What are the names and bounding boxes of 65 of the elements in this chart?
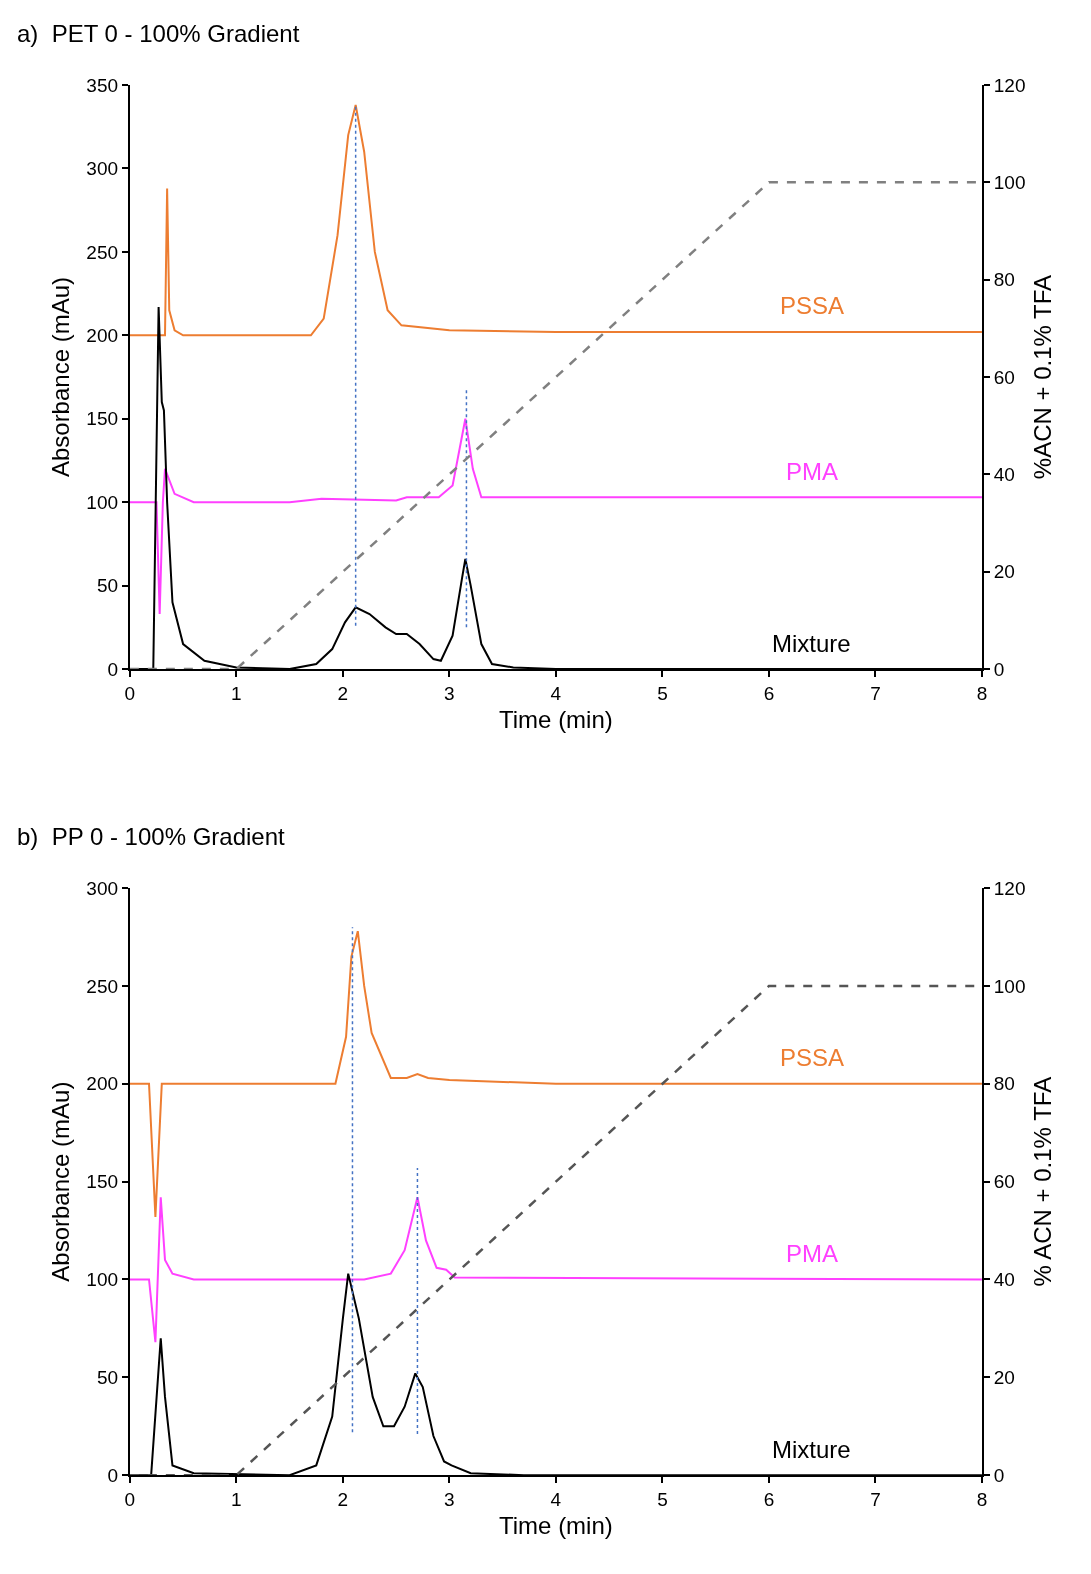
y2-axis-title: % ACN + 0.1% TFA [1029,1076,1057,1287]
series-label: Mixture [772,630,851,657]
y2-tick-label: 20 [993,1367,1015,1388]
y-tick-label: 100 [86,491,119,513]
y-tick-label: 50 [96,1367,119,1388]
x-tick-label: 4 [550,682,562,704]
y2-tick-label: 40 [993,464,1015,486]
x-tick-label: 8 [976,1488,988,1510]
x-tick-label: 3 [444,1488,455,1510]
y2-tick-label: 40 [993,1269,1015,1291]
line-series [129,930,982,1218]
y2-tick-label: 120 [993,877,1026,899]
x-tick-label: 2 [337,682,349,704]
x-tick-label: 5 [657,1488,668,1510]
y2-tick-label: 60 [993,1171,1015,1193]
y-axis-title: Absorbance (mAu) [46,276,74,478]
y2-tick-label: 80 [993,269,1015,291]
x-tick-label: 6 [763,1488,775,1510]
y2-tick-label: 100 [993,171,1026,193]
y2-tick-label: 120 [993,74,1026,96]
y2-tick-label: 80 [993,1073,1015,1095]
x-tick-label: 1 [231,1488,242,1510]
chart-title: a) PET 0 - 100% Gradient [17,20,300,47]
series-label: PSSA [780,292,845,319]
x-tick-label: 8 [976,682,988,704]
y2-axis-title: %ACN + 0.1% TFA [1029,274,1057,480]
series-label: PSSA [780,1044,845,1071]
y-tick-label: 200 [86,324,119,346]
x-tick-label: 7 [870,1488,881,1510]
y-tick-label: 300 [86,877,119,899]
y-tick-label: 150 [86,408,119,430]
series-label: PMA [786,458,839,485]
x-tick-label: 5 [657,682,668,704]
x-axis-title: Time (min) [499,705,613,733]
y-tick-label: 150 [86,1171,119,1193]
y2-tick-label: 0 [993,1464,1005,1486]
y-tick-label: 250 [86,975,119,997]
y-tick-label: 0 [107,658,119,680]
x-tick-label: 0 [124,682,136,704]
y2-tick-label: 20 [993,561,1015,583]
y-tick-label: 50 [96,575,119,597]
y2-tick-label: 0 [993,658,1005,680]
series-label: PMA [786,1240,839,1267]
series-label: Mixture [772,1436,851,1463]
x-tick-label: 1 [231,682,242,704]
y-tick-label: 350 [86,74,119,96]
y-axis-title: Absorbance (mAu) [46,1081,74,1282]
x-tick-label: 0 [124,1488,136,1510]
chart-title: b) PP 0 - 100% Gradient [17,823,286,850]
x-tick-label: 3 [444,682,455,704]
x-tick-label: 4 [550,1488,562,1510]
x-axis-title: Time (min) [499,1511,613,1539]
y-tick-label: 200 [86,1073,119,1095]
line-series [129,417,982,616]
x-tick-label: 6 [763,682,775,704]
y2-tick-label: 60 [993,366,1015,388]
y-tick-label: 300 [86,158,119,180]
y-tick-label: 250 [86,241,119,263]
line-series [129,104,982,337]
x-tick-label: 7 [870,682,881,704]
x-tick-label: 2 [337,1488,349,1510]
y-tick-label: 100 [86,1269,119,1291]
line-series [129,1196,982,1344]
y-tick-label: 0 [107,1464,119,1486]
y2-tick-label: 100 [993,975,1026,997]
